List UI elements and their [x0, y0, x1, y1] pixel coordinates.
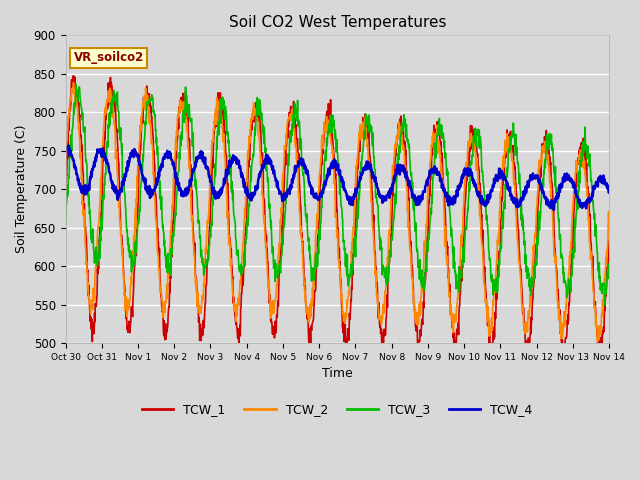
Title: Soil CO2 West Temperatures: Soil CO2 West Temperatures — [228, 15, 446, 30]
TCW_1 — [371, 249, 379, 255]
TCW_3 — [601, 302, 609, 308]
TCW_4 — [65, 143, 72, 148]
TCW_3 — [104, 144, 112, 150]
TCW_1 — [314, 238, 321, 244]
TCW_1 — [605, 237, 613, 243]
TCW_2 — [304, 304, 312, 310]
TCW_1 — [104, 96, 112, 102]
TCW_2 — [371, 272, 379, 278]
Legend: TCW_1, TCW_2, TCW_3, TCW_4: TCW_1, TCW_2, TCW_3, TCW_4 — [137, 398, 538, 421]
TCW_2 — [314, 215, 321, 220]
TCW_1 — [292, 145, 300, 151]
TCW_4 — [126, 156, 134, 161]
TCW_2 — [70, 80, 77, 85]
Text: VR_soilco2: VR_soilco2 — [74, 51, 144, 64]
Line: TCW_2: TCW_2 — [65, 83, 609, 342]
TCW_4 — [605, 189, 613, 195]
TCW_3 — [304, 231, 312, 237]
Line: TCW_4: TCW_4 — [65, 145, 609, 210]
TCW_1 — [61, 208, 69, 214]
TCW_2 — [104, 88, 112, 94]
TCW_3 — [371, 167, 379, 173]
TCW_4 — [292, 163, 300, 169]
TCW_2 — [61, 145, 69, 151]
TCW_4 — [104, 160, 112, 166]
Line: TCW_3: TCW_3 — [65, 84, 609, 305]
TCW_4 — [304, 170, 312, 176]
TCW_1 — [304, 313, 312, 319]
TCW_3 — [126, 247, 134, 253]
Y-axis label: Soil Temperature (C): Soil Temperature (C) — [15, 125, 28, 253]
TCW_3 — [605, 261, 613, 267]
TCW_4 — [550, 207, 558, 213]
TCW_1 — [451, 354, 459, 360]
TCW_3 — [292, 118, 300, 123]
TCW_2 — [594, 339, 602, 345]
TCW_4 — [314, 195, 321, 201]
X-axis label: Time: Time — [322, 367, 353, 380]
TCW_2 — [605, 217, 613, 223]
TCW_3 — [314, 263, 321, 269]
TCW_3 — [61, 221, 69, 227]
TCW_4 — [371, 178, 379, 184]
TCW_1 — [126, 327, 134, 333]
TCW_2 — [292, 156, 300, 162]
Line: TCW_1: TCW_1 — [65, 76, 609, 357]
TCW_2 — [126, 295, 134, 301]
TCW_3 — [72, 82, 80, 87]
TCW_1 — [69, 73, 77, 79]
TCW_4 — [61, 147, 69, 153]
